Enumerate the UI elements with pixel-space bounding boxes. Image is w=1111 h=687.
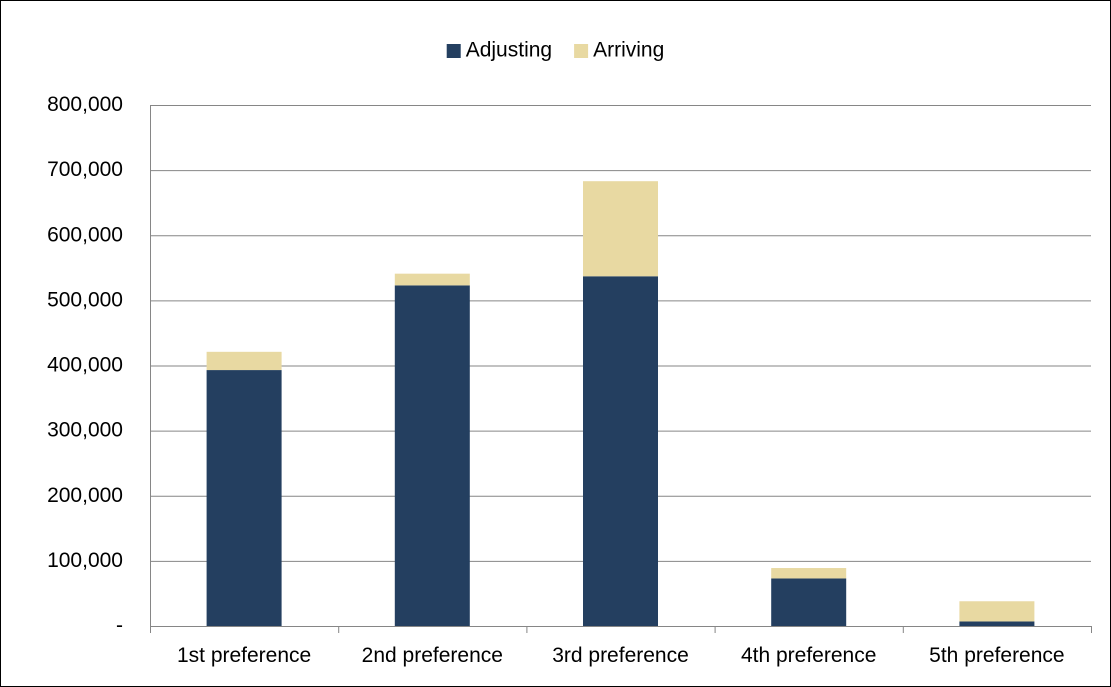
x-tick-label: 3rd preference	[552, 644, 689, 667]
bar-arriving-5	[959, 601, 1035, 622]
y-tick-label: 700,000	[47, 158, 123, 181]
bar-adjusting-4	[771, 578, 847, 626]
bar-arriving-2	[394, 273, 470, 286]
y-tick-label: 600,000	[47, 223, 123, 246]
y-tick-label: 500,000	[47, 288, 123, 311]
bar-arriving-1	[206, 351, 282, 371]
y-tick-label: 300,000	[47, 419, 123, 442]
bar-adjusting-5	[959, 621, 1035, 626]
legend-label: Arriving	[593, 39, 664, 62]
legend-swatch-adjusting	[446, 44, 461, 58]
legend-label: Adjusting	[466, 39, 552, 62]
y-tick-label: 100,000	[47, 549, 123, 572]
bar-adjusting-1	[206, 370, 282, 626]
x-axis-tick-labels: 1st preference 2nd preference 3rd preferen…	[177, 644, 1065, 667]
bar-arriving-4	[771, 568, 847, 579]
legend-item-arriving: Arriving	[574, 39, 664, 62]
bar-adjusting-3	[583, 276, 658, 626]
bars	[206, 181, 1035, 626]
legend-item-adjusting: Adjusting	[446, 39, 552, 62]
chart-legend: Adjusting Arriving	[446, 39, 664, 62]
y-tick-label: 400,000	[47, 354, 123, 377]
bar-adjusting-2	[394, 285, 470, 626]
x-tick-label: 1st preference	[177, 644, 311, 667]
x-tick-label: 5th preference	[929, 644, 1064, 667]
x-tick-label: 4th preference	[741, 644, 876, 667]
y-tick-label: -	[116, 614, 123, 637]
legend-swatch-arriving	[574, 44, 589, 58]
y-tick-label: 800,000	[47, 93, 123, 116]
bar-arriving-3	[583, 181, 658, 277]
y-axis-tick-labels: - 100,000 200,000 300,000 400,000 500,000 600,…	[47, 93, 123, 637]
y-tick-label: 200,000	[47, 484, 123, 507]
axes	[150, 105, 1092, 633]
x-tick-label: 2nd preference	[362, 644, 503, 667]
